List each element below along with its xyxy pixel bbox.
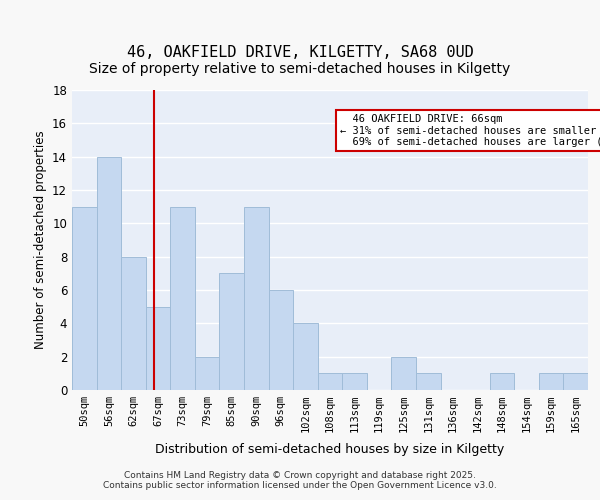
Bar	[97, 156, 121, 390]
Text: 46 OAKFIELD DRIVE: 66sqm
← 31% of semi-detached houses are smaller (26)
  69% of: 46 OAKFIELD DRIVE: 66sqm ← 31% of semi-d…	[340, 114, 600, 147]
Bar	[72, 206, 97, 390]
Bar	[269, 290, 293, 390]
Bar	[244, 206, 269, 390]
Bar	[318, 374, 342, 390]
Text: Contains HM Land Registry data © Crown copyright and database right 2025.
Contai: Contains HM Land Registry data © Crown c…	[103, 470, 497, 490]
Text: Size of property relative to semi-detached houses in Kilgetty: Size of property relative to semi-detach…	[89, 62, 511, 76]
Bar	[539, 374, 563, 390]
Bar	[391, 356, 416, 390]
Bar	[293, 324, 318, 390]
Bar	[121, 256, 146, 390]
Bar	[146, 306, 170, 390]
Y-axis label: Number of semi-detached properties: Number of semi-detached properties	[34, 130, 47, 350]
Bar	[220, 274, 244, 390]
Bar	[342, 374, 367, 390]
Text: 46, OAKFIELD DRIVE, KILGETTY, SA68 0UD: 46, OAKFIELD DRIVE, KILGETTY, SA68 0UD	[127, 45, 473, 60]
Bar	[195, 356, 220, 390]
X-axis label: Distribution of semi-detached houses by size in Kilgetty: Distribution of semi-detached houses by …	[155, 444, 505, 456]
Bar	[563, 374, 588, 390]
Bar	[490, 374, 514, 390]
Bar	[416, 374, 440, 390]
Bar	[170, 206, 195, 390]
